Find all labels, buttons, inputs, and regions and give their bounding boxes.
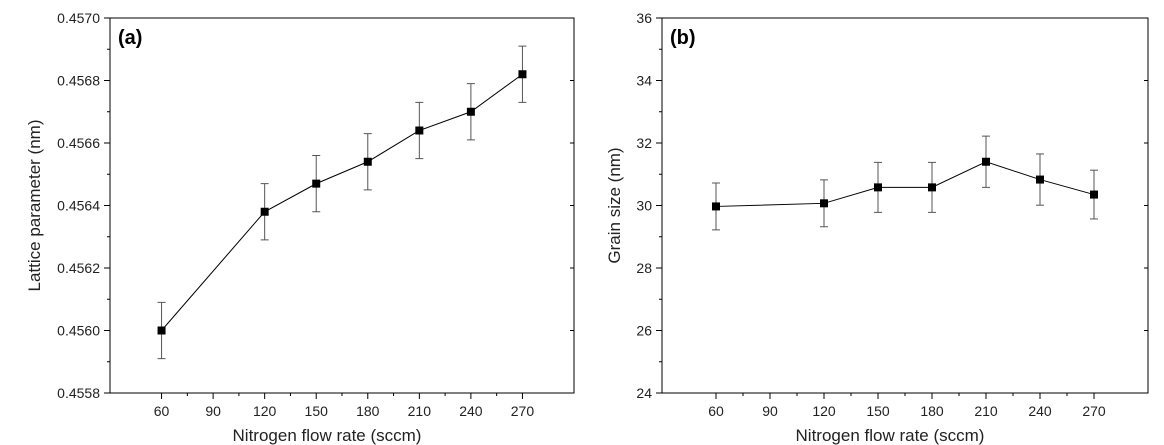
data-point xyxy=(518,70,527,79)
x-tick-label: 270 xyxy=(1082,403,1106,419)
y-tick-label: 36 xyxy=(636,10,652,26)
y-tick-label: 0.4562 xyxy=(57,260,100,276)
y-tick-label: 0.4568 xyxy=(57,73,100,89)
data-point xyxy=(157,326,166,335)
x-tick-label: 120 xyxy=(253,403,277,419)
data-point xyxy=(874,183,882,192)
data-point xyxy=(1036,175,1044,184)
y-axis-title: Lattice parameter (nm) xyxy=(25,120,44,292)
data-point xyxy=(982,157,990,166)
y-tick-label: 34 xyxy=(636,73,652,89)
x-tick-label: 60 xyxy=(708,403,724,419)
data-point xyxy=(712,202,720,211)
data-point xyxy=(928,183,936,192)
x-tick-label: 150 xyxy=(866,403,890,419)
x-tick-label: 180 xyxy=(920,403,944,419)
data-point xyxy=(820,199,828,208)
y-tick-label: 26 xyxy=(636,323,652,339)
y-tick-label: 0.4560 xyxy=(57,323,100,339)
x-tick-label: 60 xyxy=(154,403,170,419)
y-tick-label: 0.4558 xyxy=(57,385,100,401)
x-tick-label: 240 xyxy=(1028,403,1052,419)
data-point xyxy=(312,179,321,188)
x-tick-label: 120 xyxy=(812,403,836,419)
plot-frame xyxy=(109,17,575,394)
y-axis-title: Grain size (nm) xyxy=(605,147,624,263)
y-tick-label: 0.4564 xyxy=(57,198,100,214)
x-tick-label: 90 xyxy=(205,403,221,419)
x-axis-title: Nitrogen flow rate (sccm) xyxy=(796,426,985,445)
x-tick-label: 210 xyxy=(974,403,998,419)
y-tick-label: 0.4566 xyxy=(57,135,100,151)
data-point xyxy=(363,157,372,166)
panel-b: 60 90 120 150 180 210 240 270 24 26 28 30 32 34 36 Nitr… xyxy=(605,10,1149,445)
panel-label: (b) xyxy=(670,27,696,49)
y-tick-label: 32 xyxy=(636,135,652,151)
x-tick-label: 90 xyxy=(762,403,778,419)
data-point xyxy=(260,207,269,216)
x-tick-label: 210 xyxy=(408,403,432,419)
y-tick-label: 0.4570 xyxy=(57,10,100,26)
panel-a: 60 90 120 150 180 210 240 270 0.4558 0.4560 0.4562… xyxy=(25,10,575,445)
x-tick-label: 180 xyxy=(356,403,380,419)
data-point xyxy=(415,126,424,135)
y-tick-label: 24 xyxy=(636,385,652,401)
panel-label: (a) xyxy=(118,27,142,49)
data-point xyxy=(466,107,475,116)
y-tick-label: 30 xyxy=(636,198,652,214)
series-line xyxy=(715,161,1095,207)
x-tick-label: 270 xyxy=(511,403,535,419)
y-tick-label: 28 xyxy=(636,260,652,276)
x-tick-label: 150 xyxy=(305,403,329,419)
x-axis-title: Nitrogen flow rate (sccm) xyxy=(233,426,422,445)
x-tick-label: 240 xyxy=(459,403,483,419)
data-point xyxy=(1090,190,1098,199)
